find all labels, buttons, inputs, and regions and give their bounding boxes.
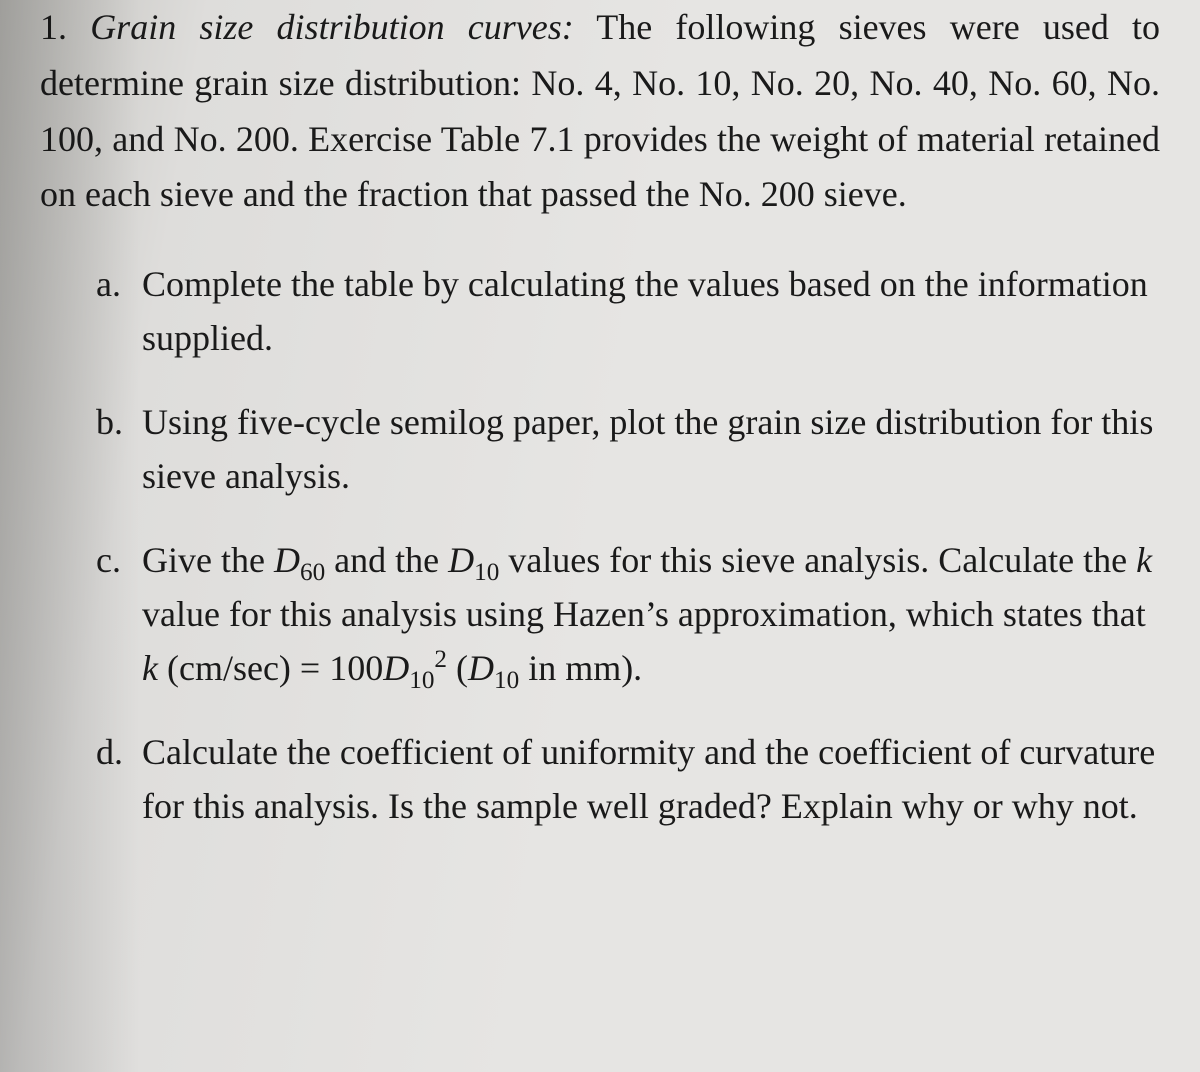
sub-60: 60	[300, 559, 325, 586]
subitem-c: c. Give the D60 and the D10 values for t…	[96, 533, 1160, 695]
subitem-text: Using five-cycle semilog paper, plot the…	[142, 395, 1160, 503]
subitem-label: b.	[96, 395, 142, 503]
text-run: Give the	[142, 540, 274, 580]
text-run: values for this sieve analysis. Calculat…	[499, 540, 1136, 580]
text-run: value for this analysis using Hazen’s ap…	[142, 594, 1146, 634]
subitem-list: a. Complete the table by calculating the…	[40, 257, 1160, 833]
subitem-a: a. Complete the table by calculating the…	[96, 257, 1160, 365]
text-run: in mm).	[519, 648, 642, 688]
var-d10: D	[383, 648, 409, 688]
var-k: k	[1136, 540, 1152, 580]
var-k: k	[142, 648, 158, 688]
scanned-page: 1. Grain size distribution curves: The f…	[0, 0, 1200, 1072]
text-run: (	[447, 648, 468, 688]
subitem-d: d. Calculate the coefficient of uniformi…	[96, 725, 1160, 833]
problem-number: 1.	[40, 7, 67, 47]
sub-10: 10	[474, 559, 499, 586]
subitem-label: d.	[96, 725, 142, 833]
var-d10: D	[448, 540, 474, 580]
problem-title-italic: Grain size distribution curves:	[90, 7, 574, 47]
subitem-label: c.	[96, 533, 142, 695]
sub-10: 10	[494, 667, 519, 694]
sub-10: 10	[409, 667, 434, 694]
var-d10: D	[468, 648, 494, 688]
subitem-text: Complete the table by calculating the va…	[142, 257, 1160, 365]
subitem-text: Give the D60 and the D10 values for this…	[142, 533, 1160, 695]
sup-2: 2	[434, 646, 447, 673]
text-run: and the	[325, 540, 448, 580]
text-run: (cm/sec) = 100	[158, 648, 383, 688]
subitem-b: b. Using five-cycle semilog paper, plot …	[96, 395, 1160, 503]
subitem-label: a.	[96, 257, 142, 365]
subitem-text: Calculate the coefficient of uniformity …	[142, 725, 1160, 833]
var-d60: D	[274, 540, 300, 580]
problem-1: 1. Grain size distribution curves: The f…	[40, 0, 1160, 223]
